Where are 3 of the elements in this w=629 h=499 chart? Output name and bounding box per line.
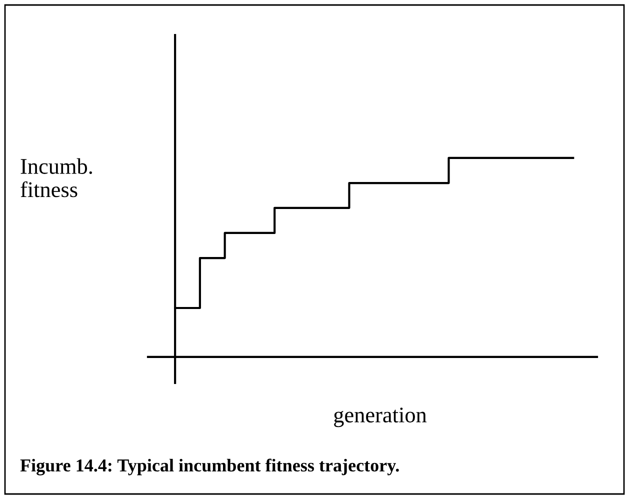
- x-axis-title: generation: [334, 408, 427, 428]
- y-axis-title: Incumb. fitness: [20, 158, 92, 198]
- caption: Figure 14.4: Typical incumbent fitness trajectory.: [20, 458, 399, 476]
